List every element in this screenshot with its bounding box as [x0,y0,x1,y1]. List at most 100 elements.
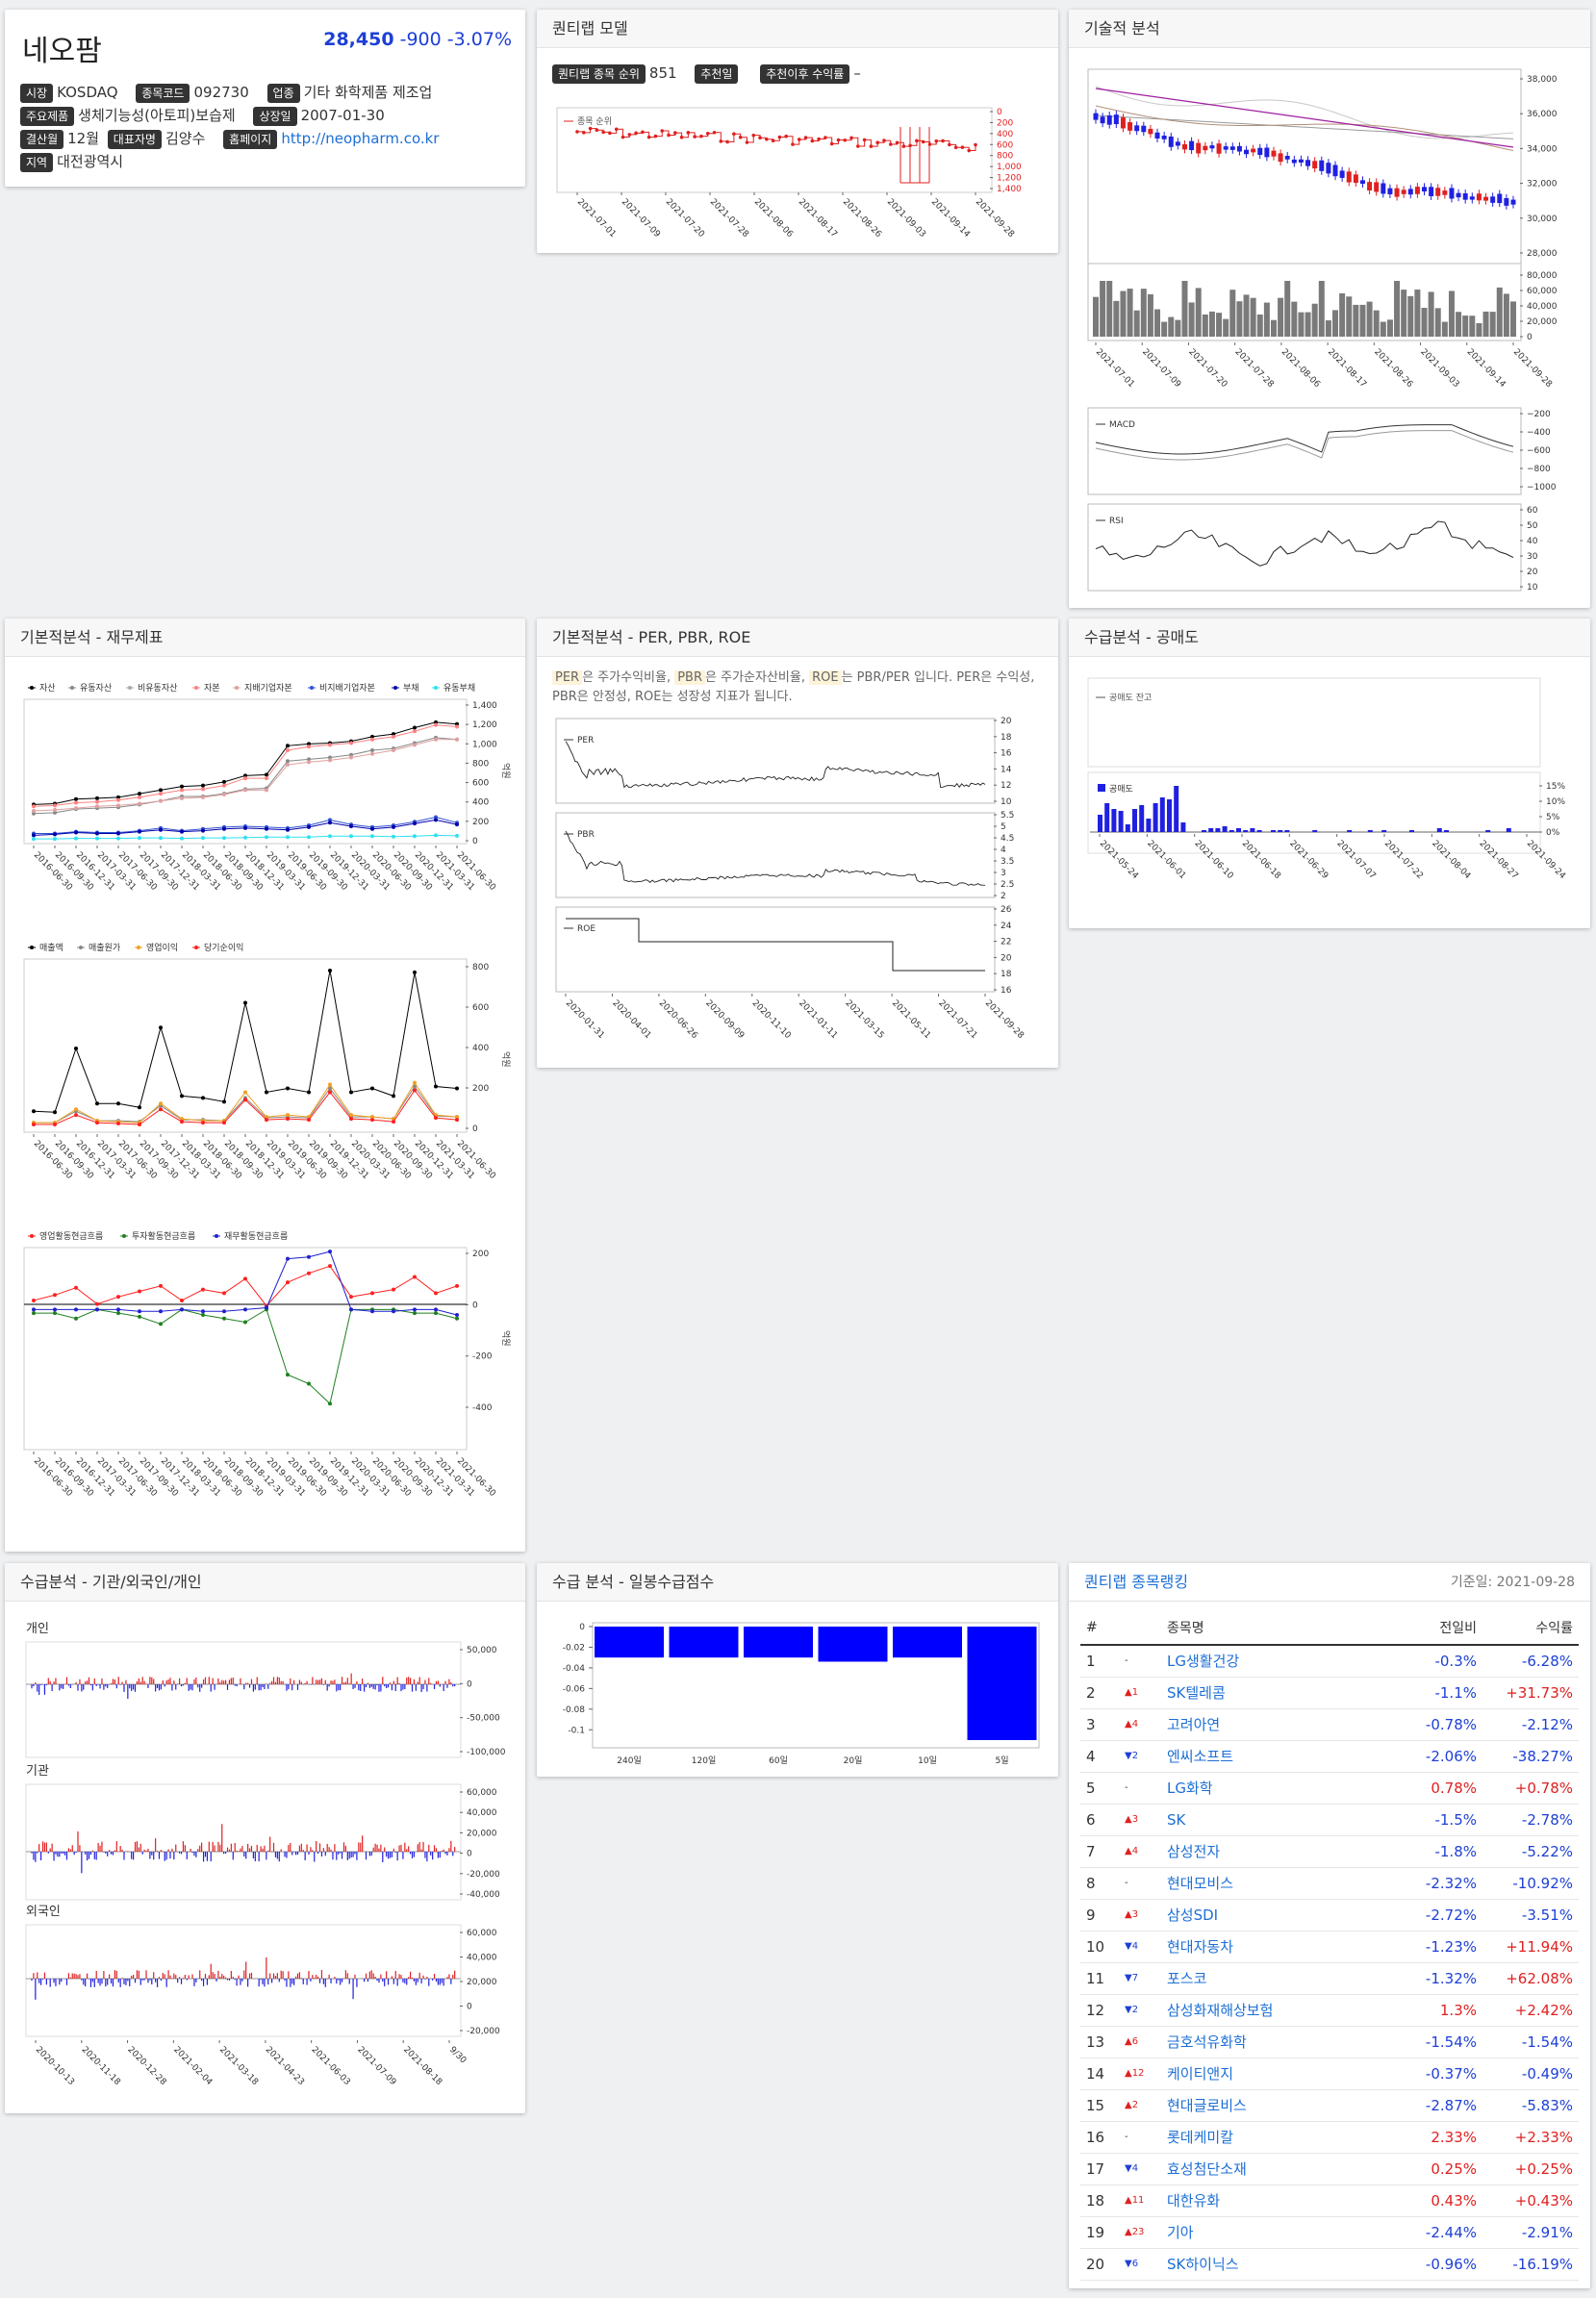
quant-y-tick: 1,400 [997,185,1022,194]
rank-number: 13 [1080,2026,1119,2058]
ranking-row[interactable]: 14 ▲12 케이티앤지 -0.37% -0.49% [1080,2058,1579,2090]
income-legend-item: 매출원가 [89,943,120,953]
stock-link[interactable]: 케이티앤지 [1161,2058,1396,2090]
ranking-row[interactable]: 10 ▼4 현대자동차 -1.23% +11.94% [1080,1931,1579,1963]
institution-tick: 20,000 [467,1829,497,1838]
listed-badge: 상장일 [253,106,297,126]
ranking-row[interactable]: 16- 롯데케미칼 2.33% +2.33% [1080,2121,1579,2154]
rank-change: ▲3 [1119,1899,1161,1932]
individual-tick: 50,000 [467,1646,497,1655]
stock-link[interactable]: 현대자동차 [1161,1931,1396,1963]
stock-link[interactable]: 삼성전자 [1161,1835,1396,1868]
balance-y-tick: 200 [472,818,489,827]
roe-tick: 18 [1001,970,1012,979]
stock-link[interactable]: 삼성SDI [1161,1899,1396,1932]
return-value: -3.51% [1482,1899,1579,1932]
ranking-row[interactable]: 6 ▲3 SK -1.5% -2.78% [1080,1804,1579,1836]
quant-legend-label: 종목 순위 [577,116,612,127]
ranking-row[interactable]: 17 ▼4 효성첨단소재 0.25% +0.25% [1080,2153,1579,2185]
roe-tick: 26 [1001,905,1012,915]
stock-link[interactable]: 삼성화재해상보험 [1161,1994,1396,2027]
pbr-tick: 4.5 [1001,834,1014,844]
stock-link[interactable]: 현대글로비스 [1161,2089,1396,2122]
code-badge: 종목코드 [136,83,190,103]
return-value: -5.83% [1482,2089,1579,2122]
macd-y-axis: −200 −400 −600 −800 −1000 [1520,410,1557,492]
stock-link[interactable]: 대한유화 [1161,2184,1396,2217]
header-return: 수익률 [1482,1611,1579,1646]
stock-link[interactable]: SK하이닉스 [1161,2248,1396,2281]
ranking-row[interactable]: 19 ▲23 기아 -2.44% -2.91% [1080,2216,1579,2249]
ranking-row[interactable]: 12 ▼2 삼성화재해상보험 1.3% +2.42% [1080,1994,1579,2027]
stock-link[interactable]: LG화학 [1161,1772,1396,1805]
ranking-row[interactable]: 2 ▲1 SK텔레콤 -1.1% +31.73% [1080,1677,1579,1709]
return-value: +0.43% [1482,2184,1579,2217]
daily-score-axes: 0 -0.02 -0.04 -0.06 -0.08 -0.1 240일 120일 60일 20일 1… [563,1623,1009,1766]
valuation-x-tick: 2020-11-10 [750,998,793,1041]
return-value: -10.92% [1482,1867,1579,1900]
daily-score-chart: 0 -0.02 -0.04 -0.06 -0.08 -0.1 240일 120일 60일 20일 1… [563,1622,1040,1766]
roe-label: ROE [577,924,595,934]
stock-link[interactable]: LG생활건강 [1161,1645,1396,1678]
rank-number: 14 [1080,2058,1119,2090]
product-badge: 주요제품 [20,106,75,126]
ranking-row[interactable]: 11 ▼7 포스코 -1.32% +62.08% [1080,1962,1579,1995]
stock-link[interactable]: SK텔레콤 [1161,1677,1396,1709]
ranking-row[interactable]: 5- LG화학 0.78% +0.78% [1080,1772,1579,1805]
stock-link[interactable]: 포스코 [1161,1962,1396,1995]
rank-change: ▲1 [1119,1677,1161,1709]
ranking-row[interactable]: 15 ▲2 현대글로비스 -2.87% -5.83% [1080,2089,1579,2122]
quant-x-tick: 2021-07-01 [575,197,618,240]
ranking-card: 퀀티랩 종목랭킹 기준일: 2021-09-28 # 종목명 전일비 수익률 1… [1069,1563,1590,2288]
ranking-row[interactable]: 20 ▼6 SK하이닉스 -0.96% -16.19% [1080,2248,1579,2281]
homepage-link[interactable]: http://neopharm.co.kr [281,130,440,147]
daily-score-bar [669,1627,739,1658]
rank-number: 16 [1080,2121,1119,2154]
short-selling-card: 수급분석 - 공매도 공매도 잔고 공매도 15% 10% 5% 0% 2021-05-… [1069,619,1590,928]
unit-label: 억원 [500,1330,512,1347]
pbr-tick: 2.5 [1001,880,1014,890]
income-y-tick: 400 [472,1044,489,1053]
ranking-row[interactable]: 13 ▲6 금호석유화학 -1.54% -1.54% [1080,2026,1579,2058]
ranking-row[interactable]: 7 ▲4 삼성전자 -1.8% -5.22% [1080,1835,1579,1868]
stock-link[interactable]: 롯데케미칼 [1161,2121,1396,2154]
cashflow-legend-item: 재무활동현금흐름 [224,1230,288,1242]
stock-link[interactable]: SK [1161,1804,1396,1836]
technical-x-tick: 2021-08-17 [1326,347,1368,390]
day-change: -1.32% [1396,1962,1482,1995]
rank-change: - [1119,2121,1161,2154]
balance-legend-item: 자산 [39,683,56,694]
rank-change: ▼4 [1119,1931,1161,1963]
stock-link[interactable]: 기아 [1161,2216,1396,2249]
return-value: -1.54% [1482,2026,1579,2058]
investor-x-tick: 9/30 [447,2045,469,2066]
investor-x-tick: 2020-12-28 [125,2045,167,2087]
ranking-row[interactable]: 9 ▲3 삼성SDI -2.72% -3.51% [1080,1899,1579,1932]
stock-link[interactable]: 엔씨소프트 [1161,1740,1396,1773]
income-y-tick: 800 [472,963,489,972]
per-term: PER [552,670,583,685]
stock-link[interactable]: 고려아연 [1161,1708,1396,1741]
return-value: -5.22% [1482,1835,1579,1868]
technical-x-tick: 2021-07-20 [1186,347,1229,390]
ranking-row[interactable]: 1- LG생활건강 -0.3% -6.28% [1080,1645,1579,1678]
valuation-x-tick: 2021-07-21 [936,998,978,1041]
stock-link[interactable]: 금호석유화학 [1161,2026,1396,2058]
ranking-row[interactable]: 3 ▲4 고려아연 -0.78% -2.12% [1080,1708,1579,1741]
quant-x-tick: 2021-08-26 [841,197,883,240]
price-tick: 28,000 [1527,249,1558,259]
ranking-row[interactable]: 18 ▲11 대한유화 0.43% +0.43% [1080,2184,1579,2217]
cashflow-legend-item: 투자활동현금흐름 [132,1230,195,1242]
ranking-row[interactable]: 8- 현대모비스 -2.32% -10.92% [1080,1867,1579,1900]
technical-x-tick: 2021-09-03 [1418,347,1460,390]
per-tick: 14 [1001,765,1012,774]
investor-x-tick: 2021-04-23 [264,2045,306,2087]
fundamental-title: 기본적분석 - 재무제표 [5,619,525,657]
individual-tick: -100,000 [467,1748,506,1757]
rank-number: 5 [1080,1772,1119,1805]
stock-link[interactable]: 현대모비스 [1161,1867,1396,1900]
ranking-row[interactable]: 4 ▼2 엔씨소프트 -2.06% -38.27% [1080,1740,1579,1773]
stock-link[interactable]: 효성첨단소재 [1161,2153,1396,2185]
daily-y-tick: -0.04 [563,1664,586,1674]
